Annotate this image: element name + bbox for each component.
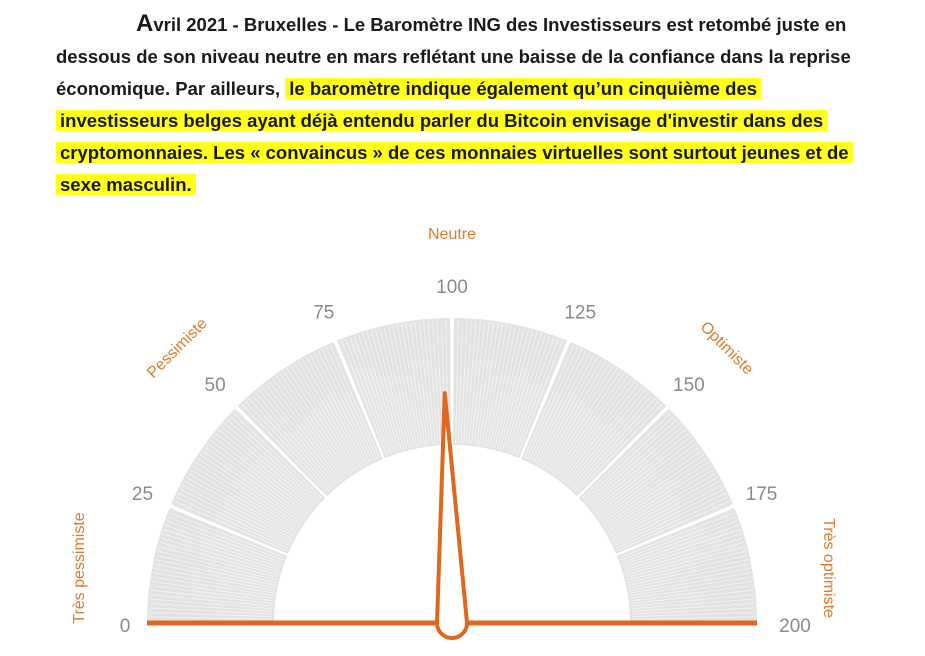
gauge-tick-labels: 0 25 50 75 100 125 150 175 200 — [120, 277, 811, 637]
zone-label: Très pessimiste — [71, 512, 88, 624]
tick-label: 150 — [673, 375, 705, 396]
tick-label: 75 — [313, 303, 334, 324]
gauge-segment-hatch — [581, 412, 730, 552]
tick-label: 125 — [564, 303, 596, 324]
zone-label: Optimiste — [697, 319, 757, 379]
tick-label: 200 — [779, 616, 811, 637]
tick-label: 25 — [132, 484, 153, 505]
zone-label: Neutre — [428, 226, 476, 243]
tick-label: 50 — [205, 375, 226, 396]
gauge-segment-hatch — [174, 412, 323, 552]
tick-label: 0 — [120, 616, 131, 637]
dropcap: A — [136, 10, 154, 37]
tick-label: 100 — [436, 277, 468, 298]
zone-label: Pessimiste — [144, 315, 211, 382]
gauge-segment-hatch — [523, 345, 663, 494]
gauge-segment-hatch — [455, 320, 563, 456]
zone-label: Très optimiste — [820, 518, 837, 618]
gauge-arc — [147, 318, 757, 622]
needle — [435, 391, 469, 640]
gauge-segment-hatch — [149, 512, 285, 620]
gauge-segment-hatch — [619, 512, 755, 620]
gauge-segment-hatch — [341, 320, 449, 456]
article-text: Avril 2021 - Bruxelles - Le Baromètre IN… — [56, 8, 876, 201]
gauge-needle — [435, 391, 469, 640]
article-lead: vril 2021 - Bruxelles - Le Baromètre ING… — [56, 14, 851, 99]
gauge-segment-hatch — [241, 345, 381, 494]
tick-label: 175 — [746, 484, 778, 505]
